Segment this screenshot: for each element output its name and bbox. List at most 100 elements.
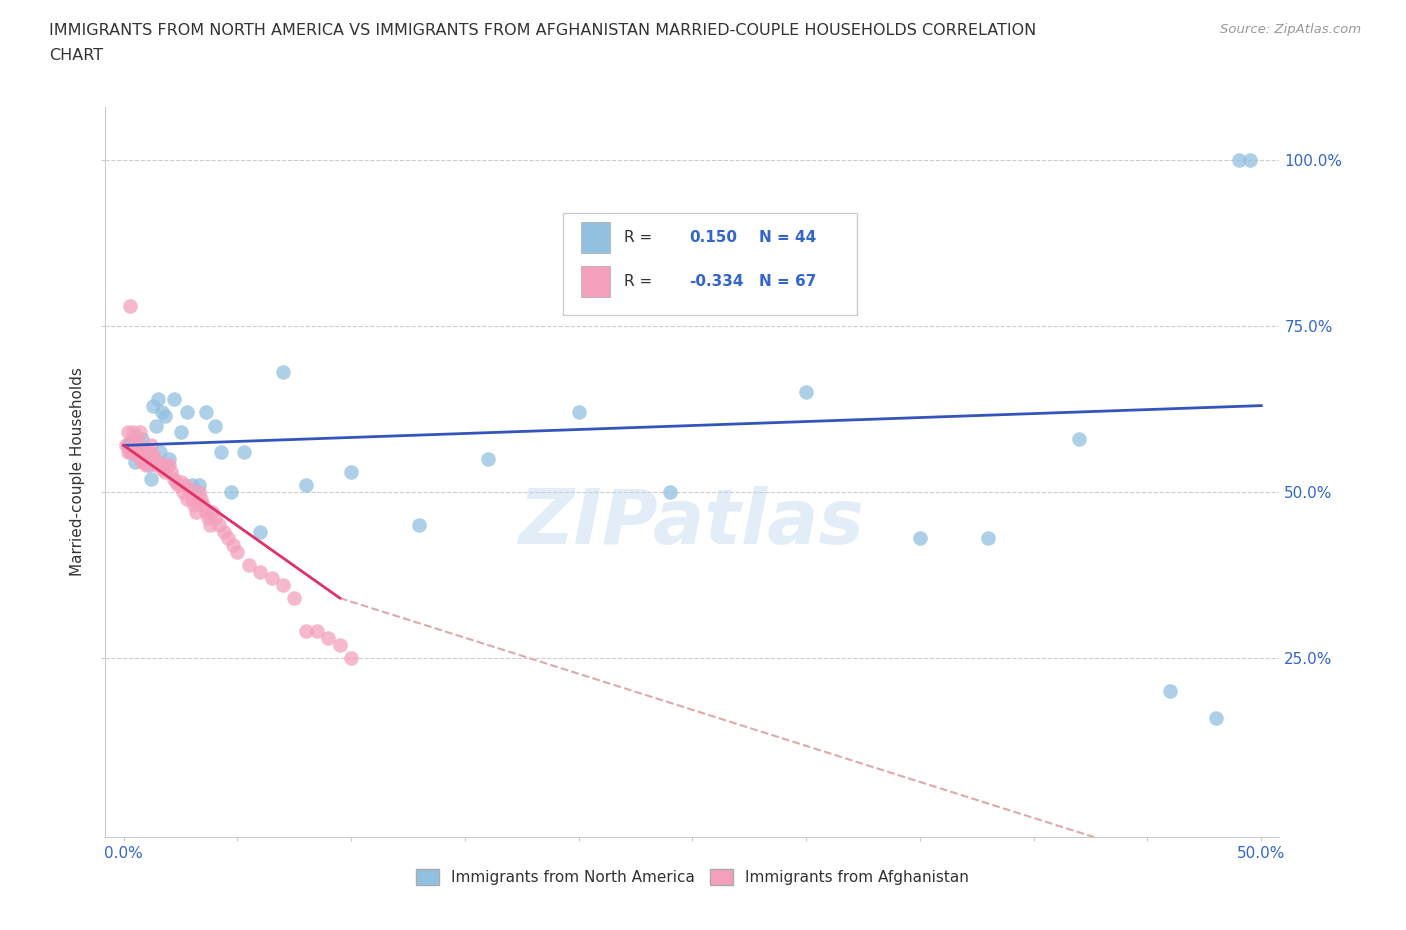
Point	[174, 478, 197, 493]
Point	[157, 451, 180, 466]
Text: R =: R =	[624, 230, 652, 245]
Point	[169, 425, 191, 440]
Point	[187, 485, 209, 499]
Point	[211, 445, 233, 459]
Text: CHART: CHART	[49, 48, 103, 63]
Point	[198, 518, 221, 533]
Point	[124, 438, 146, 453]
FancyBboxPatch shape	[581, 267, 610, 297]
Point	[120, 299, 142, 313]
Point	[187, 478, 209, 493]
Point	[120, 434, 142, 449]
Point	[217, 531, 239, 546]
Point	[180, 491, 202, 506]
Point	[1227, 153, 1250, 167]
Point	[117, 438, 139, 453]
Legend: Immigrants from North America, Immigrants from Afghanistan: Immigrants from North America, Immigrant…	[409, 863, 976, 892]
Point	[127, 448, 149, 463]
Text: N = 44: N = 44	[759, 230, 817, 245]
Point	[124, 445, 146, 459]
Point	[139, 438, 162, 453]
Point	[163, 472, 186, 486]
Point	[977, 531, 1000, 546]
Point	[1205, 711, 1227, 725]
Point	[340, 465, 363, 480]
Text: IMMIGRANTS FROM NORTH AMERICA VS IMMIGRANTS FROM AFGHANISTAN MARRIED-COUPLE HOUS: IMMIGRANTS FROM NORTH AMERICA VS IMMIGRA…	[49, 23, 1036, 38]
Point	[156, 458, 179, 472]
Point	[135, 445, 157, 459]
Text: R =: R =	[624, 274, 652, 289]
Point	[121, 425, 143, 440]
Point	[163, 392, 186, 406]
Text: ZIPatlas: ZIPatlas	[519, 486, 866, 560]
Point	[794, 385, 817, 400]
Point	[146, 455, 169, 470]
Point	[145, 418, 167, 433]
Point	[176, 491, 198, 506]
Point	[134, 445, 156, 459]
Point	[197, 511, 219, 525]
Point	[194, 405, 217, 419]
Point	[305, 624, 328, 639]
Point	[201, 504, 224, 519]
Point	[329, 637, 352, 652]
Point	[908, 531, 931, 546]
Point	[186, 504, 208, 519]
Point	[212, 525, 235, 539]
Point	[128, 445, 150, 459]
Point	[146, 392, 169, 406]
Point	[134, 455, 156, 470]
Point	[138, 455, 160, 470]
Point	[131, 455, 153, 470]
Point	[204, 511, 226, 525]
Point	[176, 405, 198, 419]
Point	[1069, 432, 1091, 446]
Point	[120, 445, 142, 459]
Point	[180, 478, 202, 493]
Point	[131, 432, 153, 446]
Point	[134, 451, 156, 466]
Text: 0.150: 0.150	[689, 230, 737, 245]
Point	[260, 571, 283, 586]
Point	[138, 445, 160, 459]
Point	[169, 474, 191, 489]
Point	[160, 465, 183, 480]
Point	[190, 491, 212, 506]
Point	[568, 405, 591, 419]
Text: Source: ZipAtlas.com: Source: ZipAtlas.com	[1220, 23, 1361, 36]
Point	[142, 455, 165, 470]
Point	[149, 458, 172, 472]
Point	[117, 425, 139, 440]
Point	[249, 565, 271, 579]
FancyBboxPatch shape	[564, 213, 856, 315]
Point	[117, 445, 139, 459]
Point	[340, 650, 363, 665]
Point	[139, 472, 162, 486]
Text: -0.334: -0.334	[689, 274, 744, 289]
Point	[183, 498, 205, 512]
Point	[115, 438, 138, 453]
Point	[138, 458, 160, 472]
Y-axis label: Married-couple Households: Married-couple Households	[70, 367, 86, 577]
Point	[179, 481, 201, 496]
Point	[294, 478, 316, 493]
Point	[165, 474, 187, 489]
Point	[208, 518, 231, 533]
Point	[408, 518, 430, 533]
Point	[150, 405, 173, 419]
Point	[167, 478, 190, 493]
Point	[150, 461, 173, 476]
Point	[142, 448, 165, 463]
Point	[135, 448, 157, 463]
Point	[219, 485, 242, 499]
Point	[294, 624, 316, 639]
Point	[127, 442, 149, 457]
Point	[1159, 684, 1181, 698]
Point	[128, 425, 150, 440]
Text: N = 67: N = 67	[759, 274, 817, 289]
Point	[477, 451, 499, 466]
Point	[121, 442, 143, 457]
Point	[194, 504, 217, 519]
Point	[157, 458, 180, 472]
Point	[193, 498, 215, 512]
